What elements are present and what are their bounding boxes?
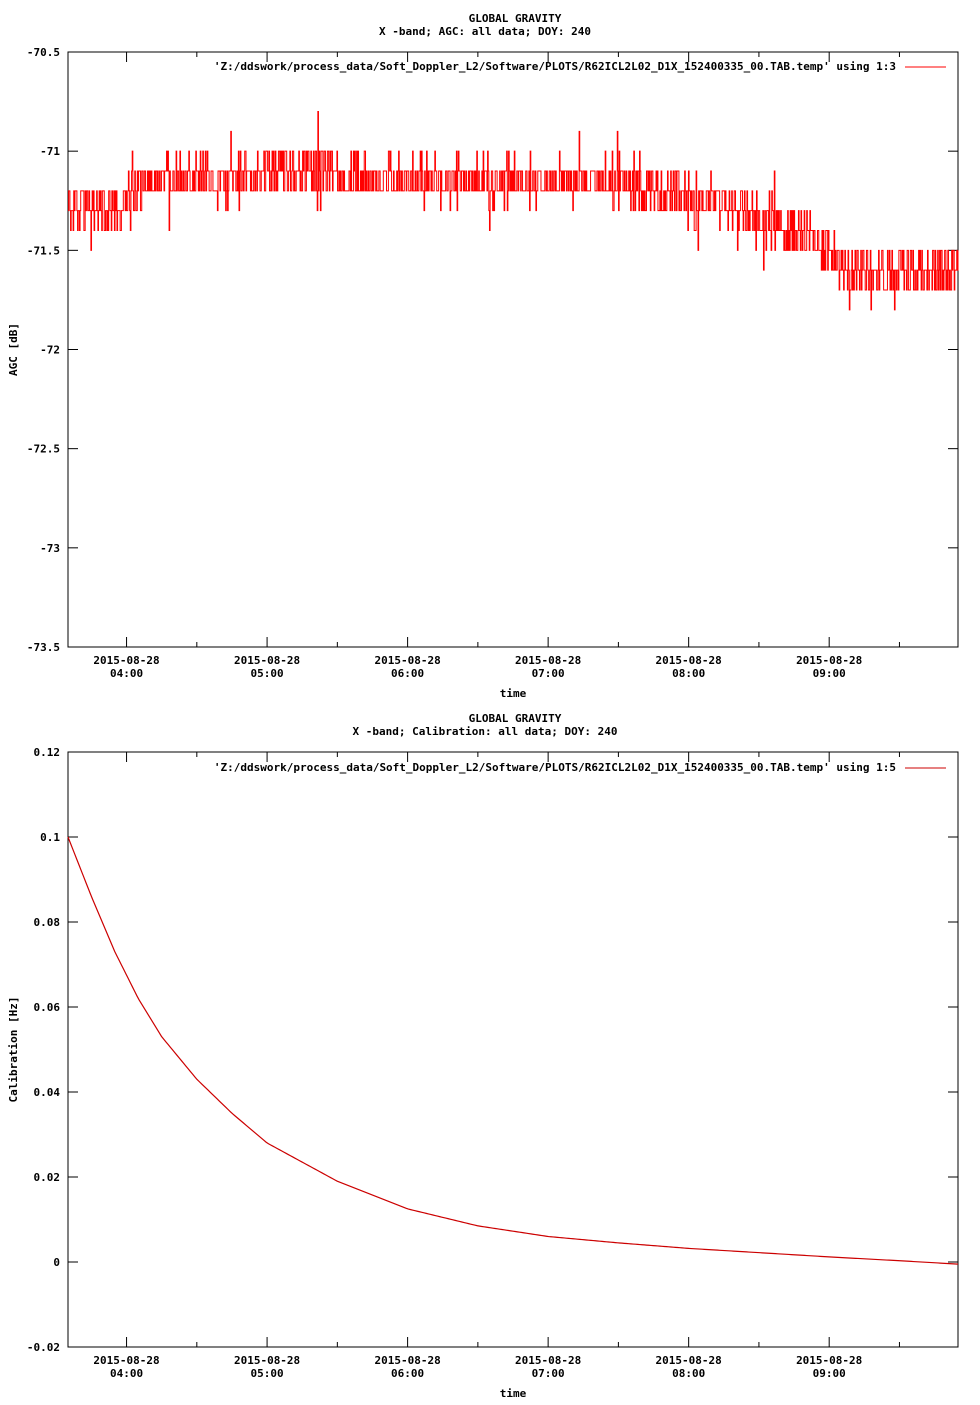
x-tick-date-label: 2015-08-28 (796, 1354, 862, 1367)
y-tick-label: -0.02 (27, 1341, 60, 1354)
x-tick-time-label: 07:00 (532, 1367, 565, 1380)
x-tick-time-label: 05:00 (251, 1367, 284, 1380)
x-tick-date-label: 2015-08-28 (93, 1354, 159, 1367)
y-tick-label: 0.1 (40, 831, 60, 844)
y-tick-label: 0.04 (34, 1086, 61, 1099)
x-tick-time-label: 04:00 (110, 1367, 143, 1380)
y-tick-label: -70.5 (27, 46, 60, 59)
chart-title: GLOBAL GRAVITY (469, 12, 562, 25)
y-tick-label: 0.08 (34, 916, 61, 929)
x-axis-label: time (500, 1387, 527, 1400)
x-tick-time-label: 06:00 (391, 1367, 424, 1380)
x-tick-date-label: 2015-08-28 (234, 654, 300, 667)
x-tick-date-label: 2015-08-28 (656, 1354, 722, 1367)
x-tick-time-label: 06:00 (391, 667, 424, 680)
x-tick-time-label: 09:00 (813, 1367, 846, 1380)
x-tick-date-label: 2015-08-28 (515, 654, 581, 667)
x-tick-date-label: 2015-08-28 (374, 1354, 440, 1367)
x-tick-date-label: 2015-08-28 (374, 654, 440, 667)
x-tick-time-label: 04:00 (110, 667, 143, 680)
x-tick-time-label: 07:00 (532, 667, 565, 680)
x-tick-time-label: 08:00 (672, 1367, 705, 1380)
x-tick-date-label: 2015-08-28 (515, 1354, 581, 1367)
y-tick-label: -73.5 (27, 641, 60, 654)
y-tick-label: 0.06 (34, 1001, 61, 1014)
y-tick-label: -72 (40, 344, 60, 357)
x-tick-time-label: 05:00 (251, 667, 284, 680)
x-axis-label: time (500, 687, 527, 700)
series-line-agc (68, 111, 959, 311)
legend-label: 'Z:/ddswork/process_data/Soft_Doppler_L2… (214, 761, 896, 774)
chart-subtitle: X -band; Calibration: all data; DOY: 240 (353, 725, 618, 738)
y-tick-label: 0 (53, 1256, 60, 1269)
chart-subtitle: X -band; AGC: all data; DOY: 240 (379, 25, 591, 38)
plot-frame (67, 751, 959, 1348)
y-tick-label: -73 (40, 542, 60, 555)
legend-label: 'Z:/ddswork/process_data/Soft_Doppler_L2… (214, 60, 896, 73)
x-tick-time-label: 09:00 (813, 667, 846, 680)
y-axis-label: AGC [dB] (7, 323, 20, 376)
x-tick-date-label: 2015-08-28 (93, 654, 159, 667)
y-tick-label: 0.12 (34, 746, 61, 759)
plot-frame (67, 51, 959, 648)
chart-title: GLOBAL GRAVITY (469, 712, 562, 725)
y-tick-label: -72.5 (27, 443, 60, 456)
y-tick-label: -71 (40, 145, 60, 158)
x-tick-date-label: 2015-08-28 (796, 654, 862, 667)
series-line-calibration (67, 836, 959, 1265)
y-tick-label: 0.02 (34, 1171, 61, 1184)
y-tick-label: -71.5 (27, 244, 60, 257)
x-tick-date-label: 2015-08-28 (656, 654, 722, 667)
x-tick-time-label: 08:00 (672, 667, 705, 680)
y-axis-label: Calibration [Hz] (7, 997, 20, 1103)
x-tick-date-label: 2015-08-28 (234, 1354, 300, 1367)
